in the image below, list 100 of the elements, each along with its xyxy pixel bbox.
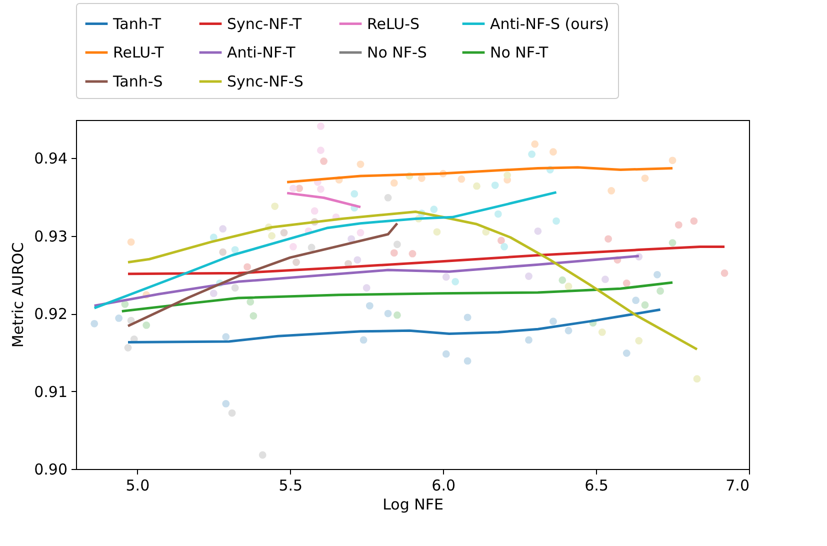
point xyxy=(635,337,643,344)
point xyxy=(320,157,328,165)
point xyxy=(384,194,392,202)
point xyxy=(464,314,472,322)
point xyxy=(219,225,227,233)
point xyxy=(246,298,254,306)
point xyxy=(418,174,426,182)
point xyxy=(289,242,297,250)
point xyxy=(608,187,616,194)
point xyxy=(674,221,682,229)
point xyxy=(219,248,227,256)
point xyxy=(393,311,401,319)
point xyxy=(210,234,218,242)
point xyxy=(142,322,150,329)
point xyxy=(690,217,698,225)
point xyxy=(356,160,364,168)
point xyxy=(641,301,649,309)
x-tick-label: 6.5 xyxy=(584,476,608,494)
point xyxy=(124,344,132,352)
point xyxy=(604,235,612,243)
point xyxy=(366,302,374,310)
legend-label: ReLU-T xyxy=(113,44,165,62)
line-series xyxy=(126,222,398,328)
point xyxy=(310,207,318,215)
point xyxy=(222,333,230,341)
x-tick-label: 7.0 xyxy=(726,476,750,494)
point xyxy=(720,269,728,277)
point xyxy=(464,357,472,365)
point xyxy=(393,240,401,248)
point xyxy=(280,229,288,236)
point xyxy=(668,156,676,164)
point xyxy=(360,336,368,344)
point xyxy=(458,175,466,183)
y-tick-label: 0.92 xyxy=(34,305,68,324)
point xyxy=(693,375,701,383)
point xyxy=(442,273,450,281)
point xyxy=(552,217,560,225)
point xyxy=(564,326,572,334)
point xyxy=(317,146,324,154)
point xyxy=(433,228,441,236)
point xyxy=(491,182,499,189)
legend-label: Tanh-S xyxy=(112,72,163,90)
point xyxy=(127,238,135,246)
y-tick-label: 0.90 xyxy=(34,460,68,478)
point xyxy=(231,246,239,254)
point xyxy=(654,270,661,278)
x-tick-label: 5.5 xyxy=(278,476,303,494)
y-tick-label: 0.91 xyxy=(34,382,68,401)
point xyxy=(348,235,356,243)
line-series xyxy=(126,308,662,344)
y-axis-title: Metric AUROC xyxy=(9,242,28,348)
legend-label: Anti-NF-T xyxy=(227,44,296,62)
point xyxy=(564,282,572,290)
point xyxy=(525,336,532,344)
legend-label: Sync-NF-S xyxy=(227,72,304,90)
point xyxy=(271,202,279,210)
point xyxy=(622,349,630,357)
line-series xyxy=(126,210,698,351)
point xyxy=(525,272,532,280)
line-series xyxy=(93,191,558,310)
point xyxy=(390,249,398,257)
point xyxy=(258,451,266,459)
legend-label: Tanh-T xyxy=(112,14,162,33)
x-tick-label: 6.0 xyxy=(432,476,456,494)
point xyxy=(534,227,542,235)
point xyxy=(473,182,480,190)
point xyxy=(498,236,505,244)
point xyxy=(317,185,324,193)
point xyxy=(442,350,450,358)
point xyxy=(408,250,416,258)
point xyxy=(268,232,276,240)
y-tick-label: 0.93 xyxy=(34,227,68,246)
point xyxy=(390,179,398,187)
point xyxy=(90,320,98,328)
point xyxy=(656,287,664,295)
point xyxy=(528,150,536,158)
line-series xyxy=(120,281,674,312)
point xyxy=(452,278,460,286)
point xyxy=(228,409,236,417)
point xyxy=(231,284,239,292)
point xyxy=(289,184,297,192)
point xyxy=(602,276,609,284)
point xyxy=(210,290,218,298)
point xyxy=(494,210,502,218)
line-series xyxy=(126,245,726,276)
point xyxy=(531,140,539,148)
point xyxy=(250,312,258,320)
point xyxy=(668,239,676,247)
point xyxy=(350,190,358,198)
point xyxy=(550,148,557,156)
point xyxy=(362,284,370,292)
legend-label: No NF-T xyxy=(490,44,550,62)
point xyxy=(292,258,300,266)
point xyxy=(598,328,606,336)
line-series xyxy=(286,166,674,184)
point xyxy=(384,310,392,318)
y-tick-label: 0.94 xyxy=(34,150,68,168)
x-axis-title: Log NFE xyxy=(382,496,444,514)
point xyxy=(354,256,362,264)
legend-label: ReLU-S xyxy=(367,14,420,33)
